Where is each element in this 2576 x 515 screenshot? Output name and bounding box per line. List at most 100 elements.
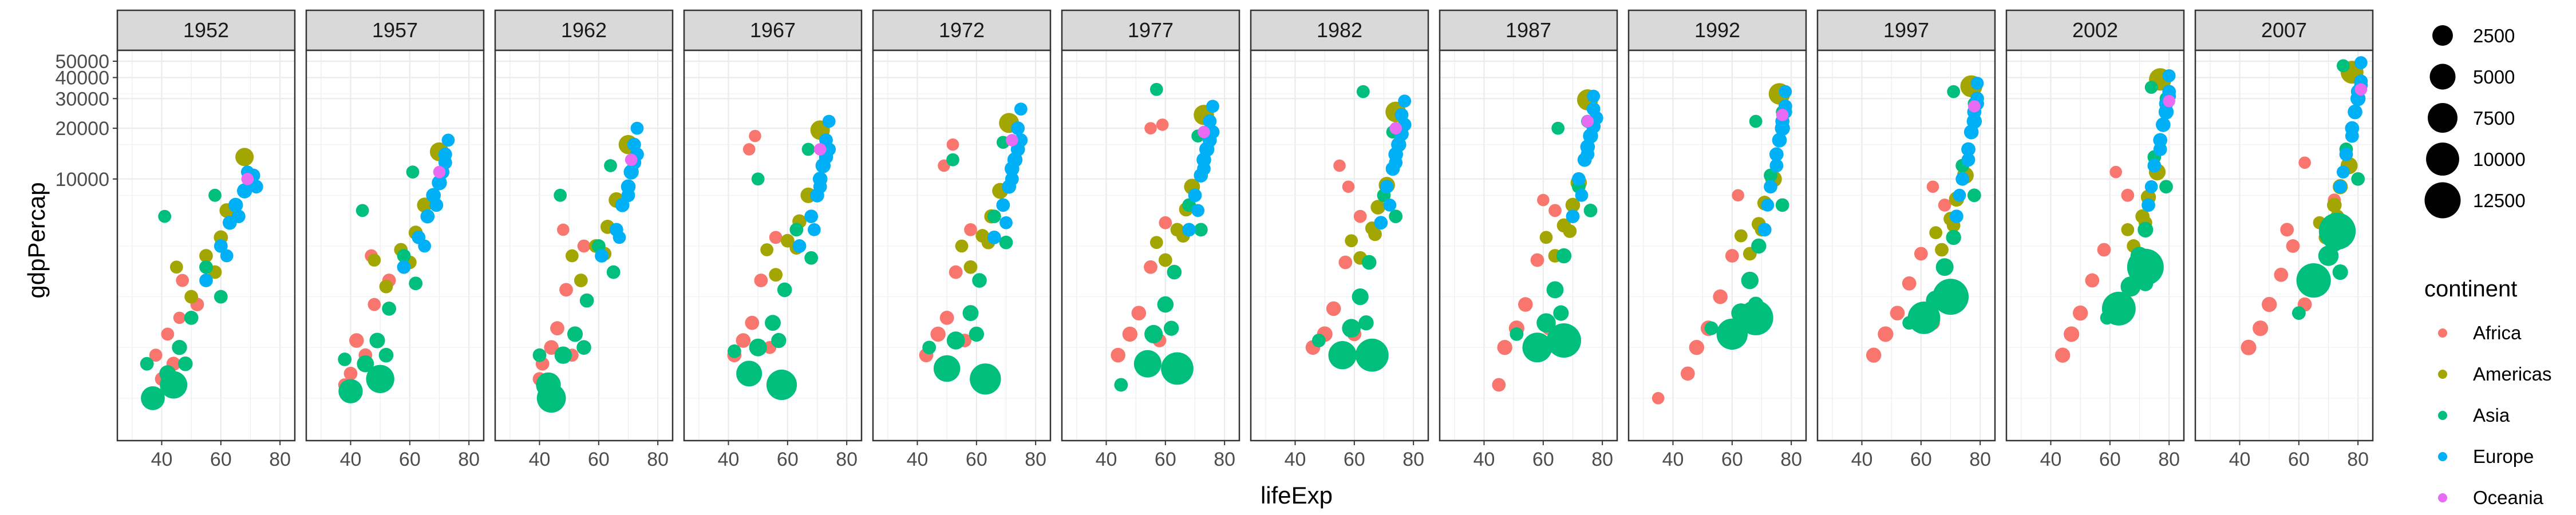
panel-background xyxy=(2006,50,2184,441)
data-point-africa xyxy=(742,143,756,156)
points xyxy=(1111,82,1220,392)
data-point-asia xyxy=(946,153,959,167)
data-point-europe xyxy=(2162,85,2176,99)
panel-border xyxy=(683,49,863,442)
facet-strip-label: 1952 xyxy=(183,18,229,42)
data-point-asia xyxy=(1149,82,1163,96)
data-point-europe xyxy=(1191,204,1205,217)
data-point-asia xyxy=(2159,180,2173,194)
data-point-americas xyxy=(1149,236,1163,249)
data-point-europe xyxy=(1953,188,1966,202)
panel-2007: 2007 40 60 80 xyxy=(2194,9,2374,470)
data-point-asia xyxy=(1114,378,1128,392)
data-point-asia xyxy=(1942,285,1959,301)
data-point-africa xyxy=(544,340,559,355)
x-tick-label: 40 xyxy=(1662,449,1684,470)
panel-1972: 1972 40 60 80 xyxy=(872,9,1052,470)
data-point-asia xyxy=(338,379,363,403)
color-legend-key-oceania xyxy=(2438,493,2447,502)
data-point-oceania xyxy=(2354,83,2368,96)
data-point-africa xyxy=(2064,326,2080,342)
data-point-asia xyxy=(1167,264,1182,280)
data-point-asia xyxy=(2138,275,2154,291)
data-point-oceania xyxy=(1006,134,1018,146)
data-point-europe xyxy=(1398,94,1412,108)
data-point-africa xyxy=(1326,301,1341,316)
data-point-asia xyxy=(962,305,979,322)
x-tick-label: 40 xyxy=(2040,449,2062,470)
facet-strip-label: 1967 xyxy=(750,18,796,42)
data-point-africa xyxy=(1652,392,1665,405)
data-point-asia xyxy=(1967,188,1981,203)
x-tick-label: 60 xyxy=(1344,449,1365,470)
x-tick-label: 80 xyxy=(1780,449,1802,470)
facet-strip-label: 2007 xyxy=(2261,18,2307,42)
x-tick-label: 40 xyxy=(529,449,551,470)
data-point-europe xyxy=(2354,56,2368,69)
panel-border xyxy=(305,49,485,442)
data-point-africa xyxy=(368,298,381,311)
data-point-asia xyxy=(1704,321,1718,335)
data-point-americas xyxy=(368,253,381,267)
size-legend-label: 7500 xyxy=(2473,108,2515,129)
data-point-europe xyxy=(1011,121,1025,136)
data-point-asia xyxy=(172,340,187,355)
data-point-africa xyxy=(1333,159,1346,172)
data-point-europe xyxy=(1206,125,1220,139)
x-tick-label: 60 xyxy=(1910,449,1932,470)
data-point-africa xyxy=(577,239,591,253)
data-point-africa xyxy=(1342,180,1355,193)
facet-strip xyxy=(1250,9,1429,52)
data-point-asia xyxy=(378,347,394,363)
data-point-asia xyxy=(1731,303,1751,323)
data-point-americas xyxy=(1345,234,1358,248)
y-tick-label: 10000 xyxy=(55,169,109,191)
x-tick-label: 60 xyxy=(210,449,232,470)
data-point-americas xyxy=(184,290,199,304)
data-point-asia xyxy=(567,326,583,342)
x-tick-label: 80 xyxy=(836,449,858,470)
color-legend-key-asia xyxy=(2438,411,2447,420)
panel-border xyxy=(1816,49,1996,442)
data-point-africa xyxy=(1518,297,1533,312)
data-point-asia xyxy=(1133,350,1161,378)
size-legend: 2500 5000 7500 10000 12500 xyxy=(2424,25,2526,219)
data-point-africa xyxy=(550,321,564,336)
data-point-africa xyxy=(1122,326,1138,342)
data-point-africa xyxy=(2109,165,2122,179)
data-point-europe xyxy=(1394,108,1409,122)
data-point-europe xyxy=(1949,209,1963,224)
data-point-africa xyxy=(949,265,963,279)
data-point-asia xyxy=(2291,306,2306,320)
size-legend-key xyxy=(2429,64,2456,90)
data-point-asia xyxy=(140,356,154,371)
data-point-oceania xyxy=(625,153,638,167)
x-tick-label: 60 xyxy=(1532,449,1554,470)
data-point-europe xyxy=(429,198,444,212)
data-point-oceania xyxy=(1581,115,1594,128)
size-legend-label: 2500 xyxy=(2473,25,2515,46)
data-point-asia xyxy=(933,355,961,382)
data-point-africa xyxy=(343,366,358,381)
data-point-europe xyxy=(627,137,641,152)
data-point-europe xyxy=(987,230,1001,244)
data-point-africa xyxy=(930,326,946,342)
x-tick-label: 60 xyxy=(2099,449,2121,470)
data-point-europe xyxy=(613,231,626,244)
data-point-oceania xyxy=(2163,94,2175,108)
data-point-americas xyxy=(1158,253,1172,267)
data-point-oceania xyxy=(813,143,827,156)
x-axis-title: lifeExp xyxy=(1261,482,1333,509)
data-point-africa xyxy=(161,327,175,341)
data-point-africa xyxy=(769,231,783,244)
data-point-asia xyxy=(1764,168,1777,183)
y-tick-label: 30000 xyxy=(55,88,109,110)
data-point-africa xyxy=(1353,209,1367,223)
data-point-asia xyxy=(801,142,815,156)
data-point-asia xyxy=(178,356,193,371)
points xyxy=(1305,85,1412,372)
data-point-asia xyxy=(1356,85,1370,98)
x-tick-label: 60 xyxy=(1721,449,1743,470)
data-point-europe xyxy=(1586,102,1601,116)
data-point-africa xyxy=(1878,326,1894,342)
